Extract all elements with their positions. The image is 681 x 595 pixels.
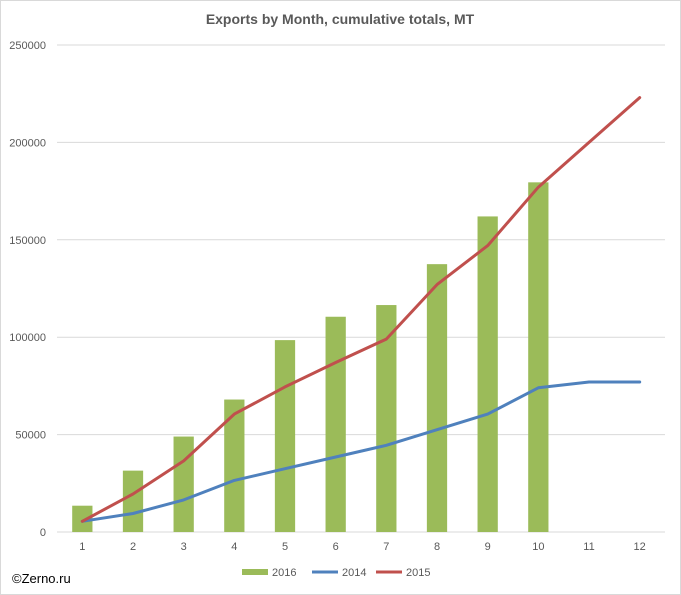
x-tick-label: 8 (434, 541, 440, 553)
x-tick-label: 4 (231, 541, 237, 553)
y-tick-label: 100000 (9, 332, 46, 344)
y-axis-ticks: 0 50000 100000 150000 200000 250000 (9, 40, 46, 539)
legend-label-2014: 2014 (342, 567, 366, 579)
chart-title: Exports by Month, cumulative totals, MT (206, 11, 475, 27)
bar-2016 (274, 340, 296, 532)
bar-series (72, 182, 549, 533)
y-tick-label: 0 (40, 527, 46, 539)
bar-2016 (122, 470, 144, 532)
bar-2016 (72, 505, 93, 532)
bar-2016 (325, 316, 346, 532)
y-tick-label: 150000 (9, 235, 46, 247)
y-tick-label: 250000 (9, 40, 46, 52)
x-tick-label: 11 (583, 541, 594, 553)
bar-2016 (426, 264, 448, 532)
line-2014 (80, 380, 642, 523)
x-tick-label: 7 (383, 541, 389, 553)
line-2015 (80, 96, 642, 523)
y-tick-label: 50000 (15, 430, 46, 442)
x-tick-label: 1 (79, 541, 85, 553)
gridlines (57, 44, 665, 533)
x-tick-label: 10 (532, 541, 544, 553)
bar-2016 (224, 399, 245, 532)
x-tick-label: 2 (130, 541, 136, 553)
credit-text: ©Zerno.ru (12, 571, 71, 586)
bar-2016 (376, 305, 397, 532)
bar-2016 (528, 182, 549, 533)
line-series (80, 96, 642, 523)
x-axis-ticks: 1 2 3 4 5 6 7 8 9 10 11 12 (79, 541, 646, 553)
x-tick-label: 3 (181, 541, 187, 553)
x-tick-label: 9 (485, 541, 491, 553)
legend-label-2016: 2016 (272, 567, 296, 579)
x-tick-label: 12 (634, 541, 646, 553)
y-tick-label: 200000 (9, 137, 46, 149)
legend-swatch-2016 (242, 569, 268, 575)
bar-2016 (173, 436, 194, 532)
legend-label-2015: 2015 (406, 567, 430, 579)
x-tick-label: 5 (282, 541, 288, 553)
bar-2016 (477, 216, 498, 532)
x-tick-label: 6 (333, 541, 339, 553)
legend: 2016 2014 2015 (242, 567, 430, 579)
